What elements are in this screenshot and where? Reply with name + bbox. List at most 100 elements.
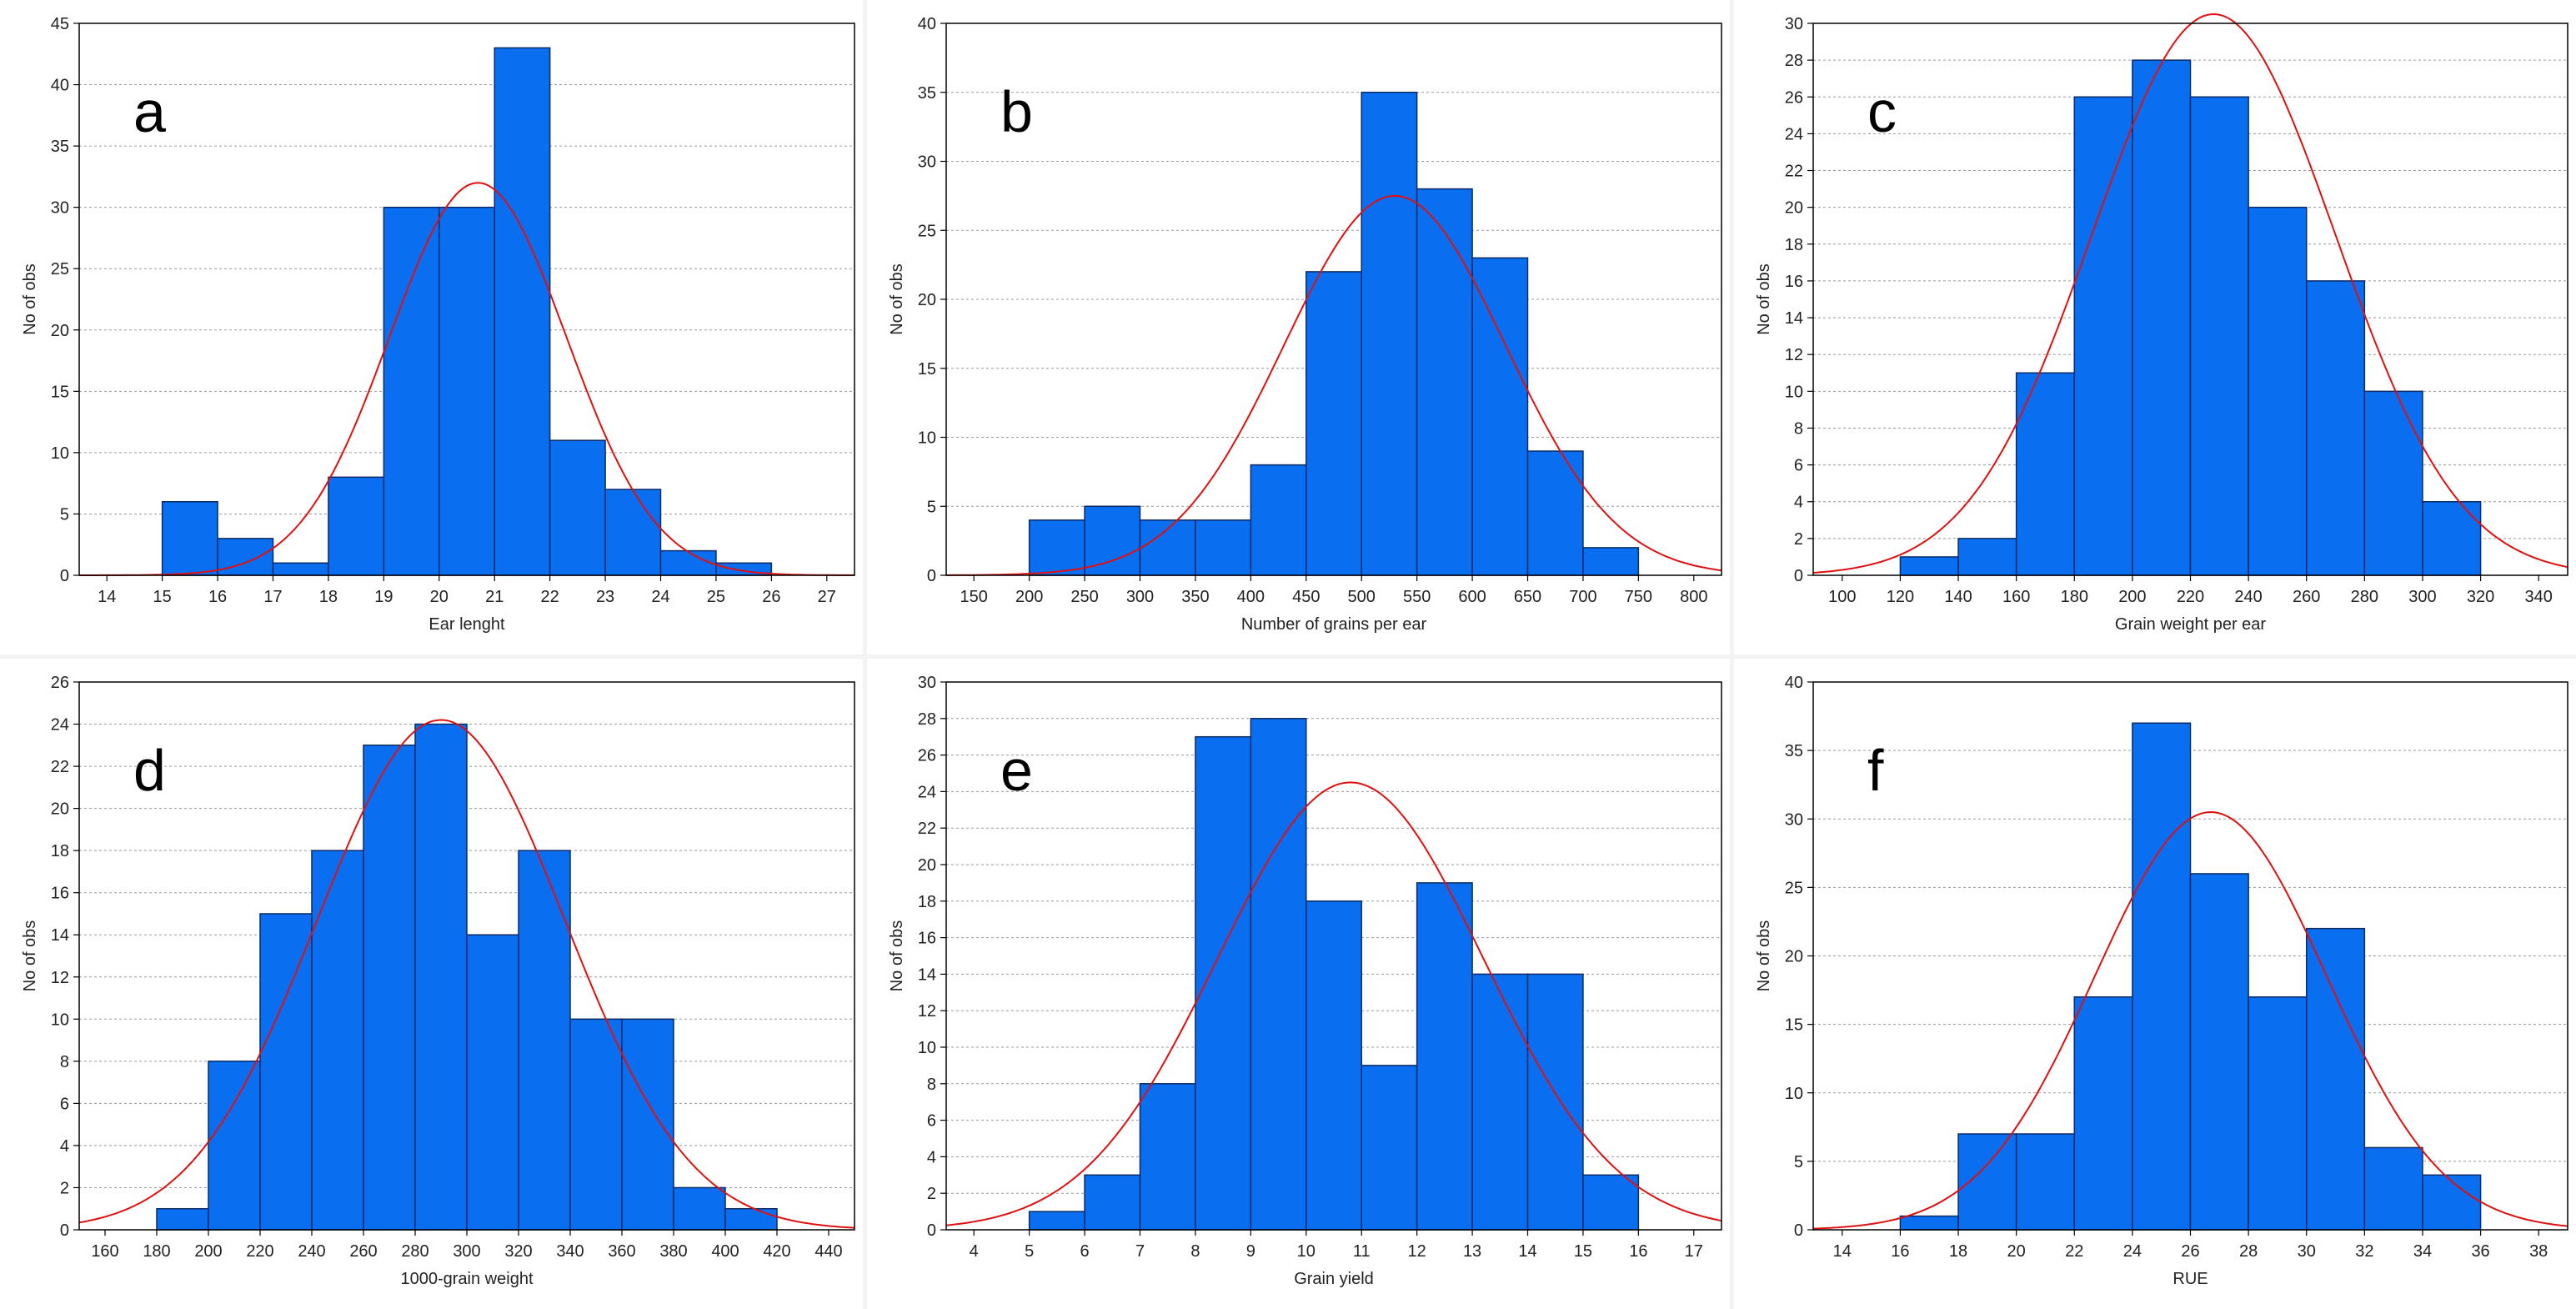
- histogram-bar[interactable]: [1471, 973, 1529, 1231]
- histogram-bar[interactable]: [569, 1018, 623, 1231]
- x-tick-label: 300: [2408, 588, 2436, 606]
- histogram-bar[interactable]: [466, 934, 519, 1231]
- histogram-bar[interactable]: [1250, 718, 1307, 1231]
- histogram-bar[interactable]: [328, 476, 385, 576]
- histogram-bar[interactable]: [311, 850, 364, 1231]
- x-tick-label: 26: [2181, 1242, 2199, 1261]
- histogram-bar[interactable]: [1028, 519, 1085, 576]
- y-tick-label: 20: [1785, 948, 1803, 966]
- histogram-bar[interactable]: [1306, 900, 1362, 1231]
- histogram-bar[interactable]: [1361, 92, 1418, 576]
- histogram-bar[interactable]: [1957, 1133, 2017, 1231]
- histogram-bar[interactable]: [259, 913, 313, 1231]
- y-tick-label: 5: [60, 505, 69, 524]
- x-axis-label: Ear lenght: [428, 615, 505, 634]
- histogram-bar[interactable]: [604, 489, 662, 576]
- histogram-bar[interactable]: [2422, 1174, 2482, 1231]
- x-tick-label: 15: [153, 588, 172, 606]
- y-tick-label: 30: [1785, 15, 1803, 33]
- histogram-bar[interactable]: [363, 745, 416, 1231]
- histogram-bar[interactable]: [2248, 996, 2308, 1231]
- normal-fit-curve: [78, 719, 855, 1229]
- histogram-bar[interactable]: [673, 1186, 726, 1231]
- panel-letter: d: [133, 738, 166, 803]
- histogram-bar[interactable]: [1306, 271, 1362, 576]
- x-tick-label: 180: [2061, 588, 2088, 606]
- histogram-bar[interactable]: [1361, 1065, 1418, 1231]
- histogram-bar[interactable]: [2189, 96, 2249, 576]
- y-tick-label: 8: [60, 1053, 69, 1071]
- x-tick-label: 22: [2065, 1242, 2083, 1261]
- histogram-bar[interactable]: [2015, 372, 2076, 576]
- x-tick-label: 6: [1080, 1242, 1090, 1261]
- histogram-bar[interactable]: [518, 850, 571, 1231]
- y-tick-label: 5: [927, 498, 936, 516]
- histogram-bar[interactable]: [724, 1207, 778, 1231]
- histogram-bar[interactable]: [1582, 547, 1640, 576]
- histogram-bar[interactable]: [2189, 873, 2249, 1231]
- y-tick-label: 25: [51, 260, 69, 278]
- histogram-bar[interactable]: [1416, 188, 1473, 576]
- histogram-bar[interactable]: [1582, 1174, 1640, 1231]
- histogram-bar[interactable]: [217, 538, 274, 576]
- histogram-bar[interactable]: [1416, 882, 1473, 1231]
- y-tick-label: 22: [51, 758, 69, 776]
- histogram-bar[interactable]: [1250, 464, 1307, 576]
- histogram-bar[interactable]: [2073, 96, 2133, 576]
- y-tick-label: 22: [918, 820, 936, 838]
- histogram-bar[interactable]: [1028, 1211, 1085, 1231]
- y-tick-label: 45: [51, 15, 69, 33]
- histogram-bar[interactable]: [2248, 206, 2308, 576]
- x-tick-label: 18: [319, 588, 338, 606]
- x-tick-label: 36: [2471, 1242, 2489, 1261]
- x-tick-label: 260: [2293, 588, 2320, 606]
- y-axis-label: No of obs: [888, 263, 906, 335]
- histogram-bar[interactable]: [1084, 1174, 1141, 1231]
- histogram-bar[interactable]: [2015, 1133, 2076, 1231]
- histogram-bar[interactable]: [1899, 1215, 1959, 1231]
- plot-frame: [78, 23, 855, 576]
- y-tick-label: 10: [51, 1011, 69, 1029]
- y-tick-label: 4: [1794, 494, 1803, 512]
- histogram-bar[interactable]: [208, 1061, 261, 1231]
- histogram-bar[interactable]: [2363, 1146, 2423, 1231]
- histogram-bar[interactable]: [2305, 927, 2366, 1231]
- histogram-bar[interactable]: [272, 562, 329, 576]
- histogram-bar[interactable]: [1526, 973, 1584, 1231]
- histogram-bar[interactable]: [2073, 996, 2133, 1231]
- histogram-bar[interactable]: [1195, 735, 1252, 1231]
- y-tick-label: 15: [918, 360, 936, 379]
- histogram-bar[interactable]: [1195, 519, 1252, 576]
- x-tick-label: 24: [2123, 1242, 2142, 1261]
- histogram-bar[interactable]: [1899, 556, 1959, 576]
- y-tick-label: 0: [1794, 1221, 1803, 1240]
- histogram-bar[interactable]: [161, 500, 218, 576]
- histogram-bar[interactable]: [1957, 538, 2017, 576]
- panel-f: 0 5 10 15 20 25 30 35 40 14 16 18 20 22 24 26 28 30 32 34 36…: [1734, 659, 2576, 1309]
- y-tick-label: 6: [1794, 457, 1803, 475]
- histogram-bar[interactable]: [494, 47, 551, 576]
- histogram-bar[interactable]: [383, 206, 440, 576]
- x-tick-label: 26: [762, 588, 780, 606]
- histogram-bar[interactable]: [414, 723, 468, 1231]
- histogram-bar[interactable]: [2132, 59, 2192, 576]
- histogram-bar[interactable]: [2132, 722, 2192, 1231]
- histogram-bar[interactable]: [549, 439, 606, 576]
- histogram-bar[interactable]: [156, 1207, 209, 1231]
- histogram-bar[interactable]: [2422, 500, 2482, 576]
- normal-fit-curve: [945, 781, 1722, 1226]
- histogram-bar[interactable]: [621, 1018, 674, 1231]
- histogram-bar[interactable]: [1139, 1083, 1196, 1231]
- y-tick-label: 10: [1785, 383, 1803, 401]
- y-tick-label: 26: [1785, 88, 1803, 107]
- histogram-bar[interactable]: [1471, 257, 1529, 576]
- histogram-bar[interactable]: [659, 549, 717, 576]
- histogram-bar[interactable]: [1526, 450, 1584, 576]
- y-tick-label: 22: [1785, 163, 1803, 181]
- histogram-bar[interactable]: [2363, 390, 2423, 576]
- histogram-bar[interactable]: [1084, 505, 1141, 576]
- y-tick-label: 26: [918, 747, 936, 765]
- histogram-bar[interactable]: [2305, 280, 2366, 576]
- histogram-bar[interactable]: [439, 206, 495, 576]
